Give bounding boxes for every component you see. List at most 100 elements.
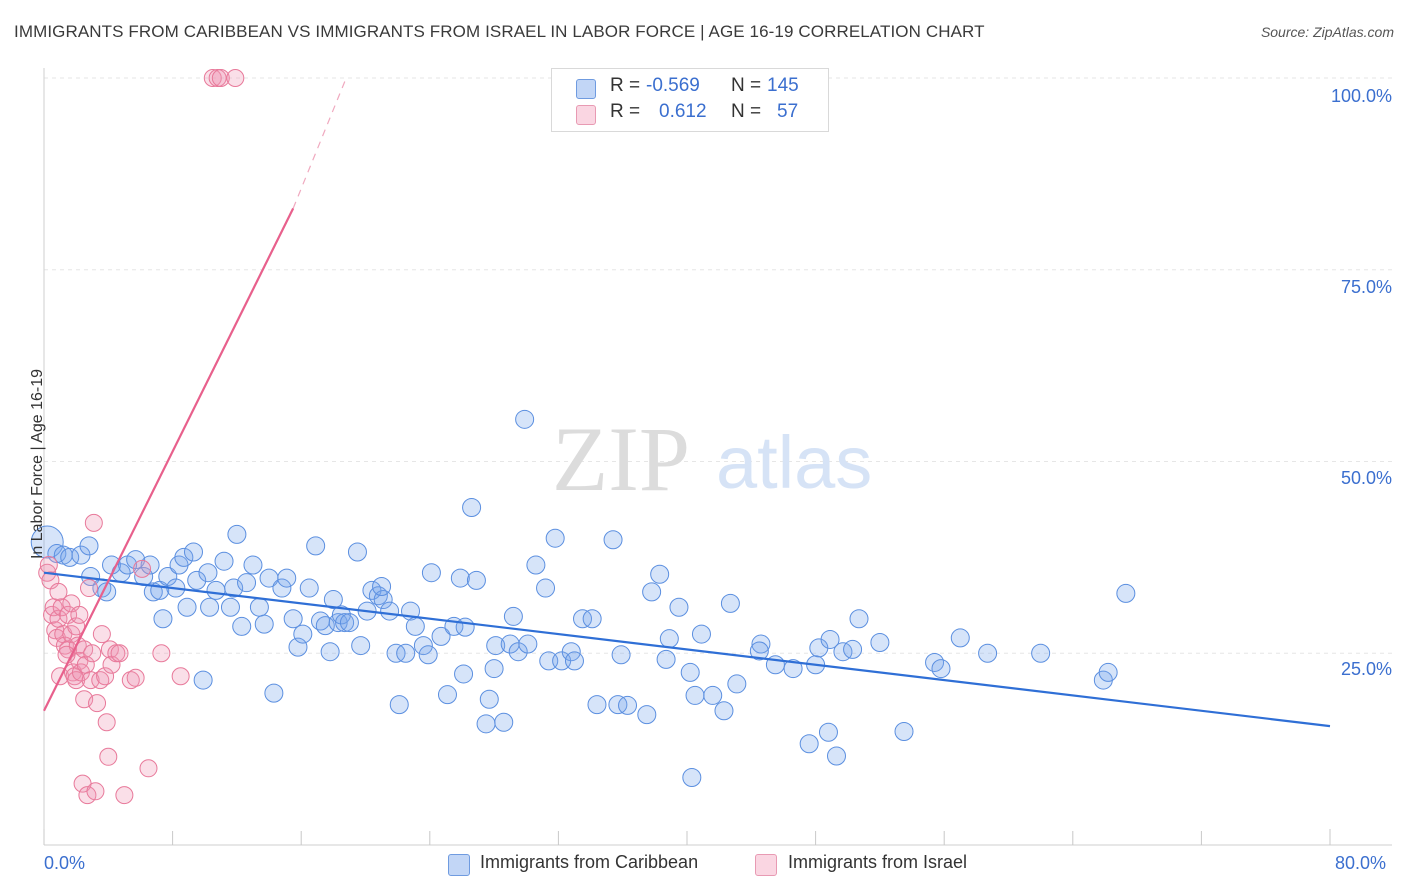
data-point-caribbean: [200, 597, 220, 617]
data-point-caribbean: [1116, 583, 1136, 603]
data-point-caribbean: [158, 567, 178, 587]
data-point-israel: [115, 786, 134, 805]
data-point-israel: [70, 605, 89, 624]
watermark-atlas: atlas: [716, 421, 872, 504]
legend-n-label: N =: [731, 75, 762, 96]
legend-r-label: R =: [610, 75, 641, 96]
data-point-caribbean: [727, 674, 747, 694]
data-point-caribbean: [820, 629, 840, 649]
data-point-caribbean: [227, 524, 247, 544]
y-tick-label: 75.0%: [1340, 277, 1392, 297]
data-point-caribbean: [277, 568, 297, 588]
data-point-caribbean: [494, 712, 514, 732]
data-point-caribbean: [372, 577, 392, 597]
data-point-caribbean: [335, 613, 355, 633]
data-point-caribbean: [418, 645, 438, 665]
data-point-caribbean: [431, 626, 451, 646]
data-point-caribbean: [386, 643, 406, 663]
data-point-caribbean: [749, 641, 769, 661]
data-point-caribbean: [659, 629, 679, 649]
data-point-caribbean: [870, 633, 890, 653]
data-point-caribbean: [30, 525, 64, 559]
data-point-caribbean: [413, 636, 433, 656]
data-point-caribbean: [380, 601, 400, 621]
data-point-caribbean: [950, 628, 970, 648]
x-tick-label: 80.0%: [1335, 853, 1387, 873]
chart-source: Source: ZipAtlas.com: [1260, 24, 1394, 40]
y-axis-label: In Labor Force | Age 16-19: [29, 368, 46, 560]
data-point-israel: [152, 644, 171, 663]
data-point-caribbean: [799, 734, 819, 754]
data-point-caribbean: [220, 597, 240, 617]
data-point-caribbean: [454, 664, 474, 684]
legend-n-value: 57: [777, 101, 799, 122]
data-point-caribbean: [508, 642, 528, 662]
data-point-caribbean: [564, 651, 584, 671]
data-point-israel: [99, 747, 118, 766]
data-point-caribbean: [720, 593, 740, 613]
data-point-caribbean: [254, 614, 274, 634]
data-point-caribbean: [214, 551, 234, 571]
data-point-caribbean: [682, 768, 702, 788]
watermark: ZIP atlas: [552, 408, 872, 510]
data-point-israel: [121, 671, 140, 690]
x-tick-label: 0.0%: [44, 853, 86, 873]
chart-title: IMMIGRANTS FROM CARIBBEAN VS IMMIGRANTS …: [14, 22, 985, 41]
data-point-israel: [83, 644, 102, 663]
israel-points: [38, 69, 245, 805]
data-point-israel: [171, 667, 190, 686]
data-point-caribbean: [249, 597, 269, 617]
data-point-caribbean: [243, 555, 263, 575]
series-swatch-caribbean: [448, 854, 470, 876]
data-point-caribbean: [405, 616, 425, 636]
data-point-caribbean: [618, 695, 638, 715]
data-point-israel: [80, 579, 99, 598]
data-point-israel: [92, 625, 111, 644]
legend-r-label: R =: [610, 101, 641, 122]
data-point-israel: [49, 582, 68, 601]
legend-r-value: -0.569: [646, 75, 700, 96]
data-point-caribbean: [479, 689, 499, 709]
data-point-israel: [52, 598, 71, 617]
data-point-caribbean: [608, 695, 628, 715]
data-point-caribbean: [293, 624, 313, 644]
data-point-caribbean: [818, 722, 838, 742]
data-point-caribbean: [455, 617, 475, 637]
data-point-caribbean: [437, 685, 457, 705]
data-point-israel: [133, 559, 152, 578]
data-point-caribbean: [582, 609, 602, 629]
data-point-caribbean: [642, 582, 662, 602]
legend-n-label: N =: [731, 101, 762, 122]
data-point-israel: [96, 667, 115, 686]
y-tick-label: 100.0%: [1330, 86, 1392, 106]
data-point-caribbean: [315, 616, 335, 636]
data-point-caribbean: [703, 685, 723, 705]
data-point-caribbean: [691, 624, 711, 644]
data-point-caribbean: [450, 568, 470, 588]
data-point-caribbean: [518, 634, 538, 654]
data-point-israel: [84, 513, 103, 532]
data-point-caribbean: [237, 573, 257, 593]
series-label-israel: Immigrants from Israel: [788, 852, 968, 872]
caribbean-points: [30, 409, 1136, 788]
data-point-caribbean: [573, 609, 593, 629]
data-point-caribbean: [389, 695, 409, 715]
legend-swatch-blue: [576, 79, 596, 99]
data-point-caribbean: [347, 542, 367, 562]
data-point-caribbean: [545, 528, 565, 548]
data-point-caribbean: [272, 578, 292, 598]
data-point-caribbean: [751, 634, 771, 654]
data-point-caribbean: [264, 683, 284, 703]
data-point-caribbean: [515, 409, 535, 429]
data-point-caribbean: [714, 701, 734, 721]
correlation-legend: R = -0.569 N = 145 R = 0.612 N = 57: [551, 68, 829, 132]
axes: [43, 68, 1392, 846]
data-point-israel: [126, 668, 145, 687]
data-point-caribbean: [206, 580, 226, 600]
data-point-caribbean: [79, 536, 99, 556]
data-point-caribbean: [306, 536, 326, 556]
data-point-caribbean: [1098, 662, 1118, 682]
data-point-israel: [86, 782, 105, 801]
legend-n-value: 145: [767, 75, 799, 96]
